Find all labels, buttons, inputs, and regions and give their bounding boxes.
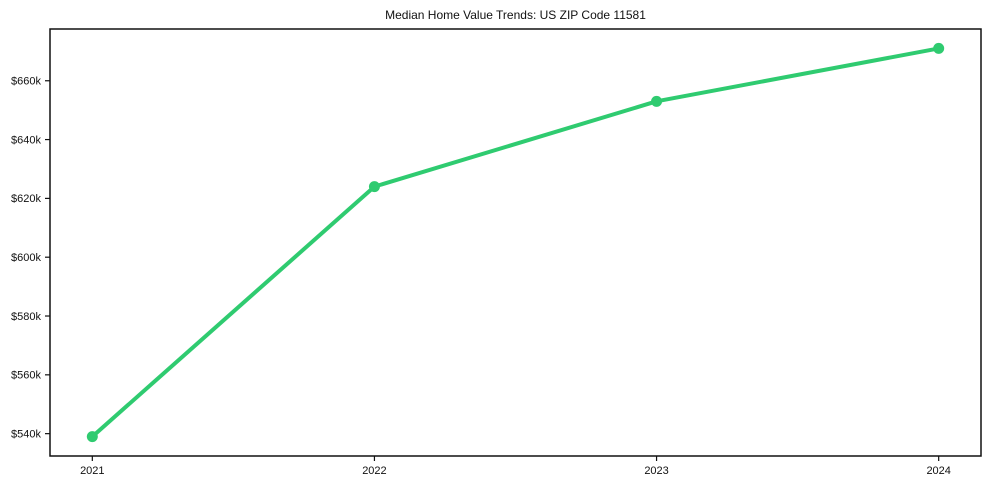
y-axis-tick-label: $560k	[11, 370, 41, 382]
y-axis-tick-label: $580k	[11, 311, 41, 323]
x-axis-tick-label: 2021	[80, 465, 104, 477]
data-point-marker	[651, 95, 663, 107]
plot-border	[49, 28, 982, 457]
data-point-marker	[86, 431, 98, 443]
data-point-marker	[933, 42, 945, 54]
y-axis-tick-label: $640k	[11, 134, 41, 146]
y-axis-tick-label: $600k	[11, 252, 41, 264]
y-axis-tick-label: $660k	[11, 76, 41, 88]
y-axis-tick-label: $540k	[11, 428, 41, 440]
x-axis-tick-label: 2022	[362, 465, 386, 477]
y-axis-tick-label: $620k	[11, 193, 41, 205]
chart-title: Median Home Value Trends: US ZIP Code 11…	[385, 8, 646, 22]
x-axis-tick-label: 2024	[926, 465, 950, 477]
x-axis-tick-label: 2023	[644, 465, 668, 477]
data-point-marker	[368, 181, 380, 193]
line-series	[90, 46, 941, 439]
